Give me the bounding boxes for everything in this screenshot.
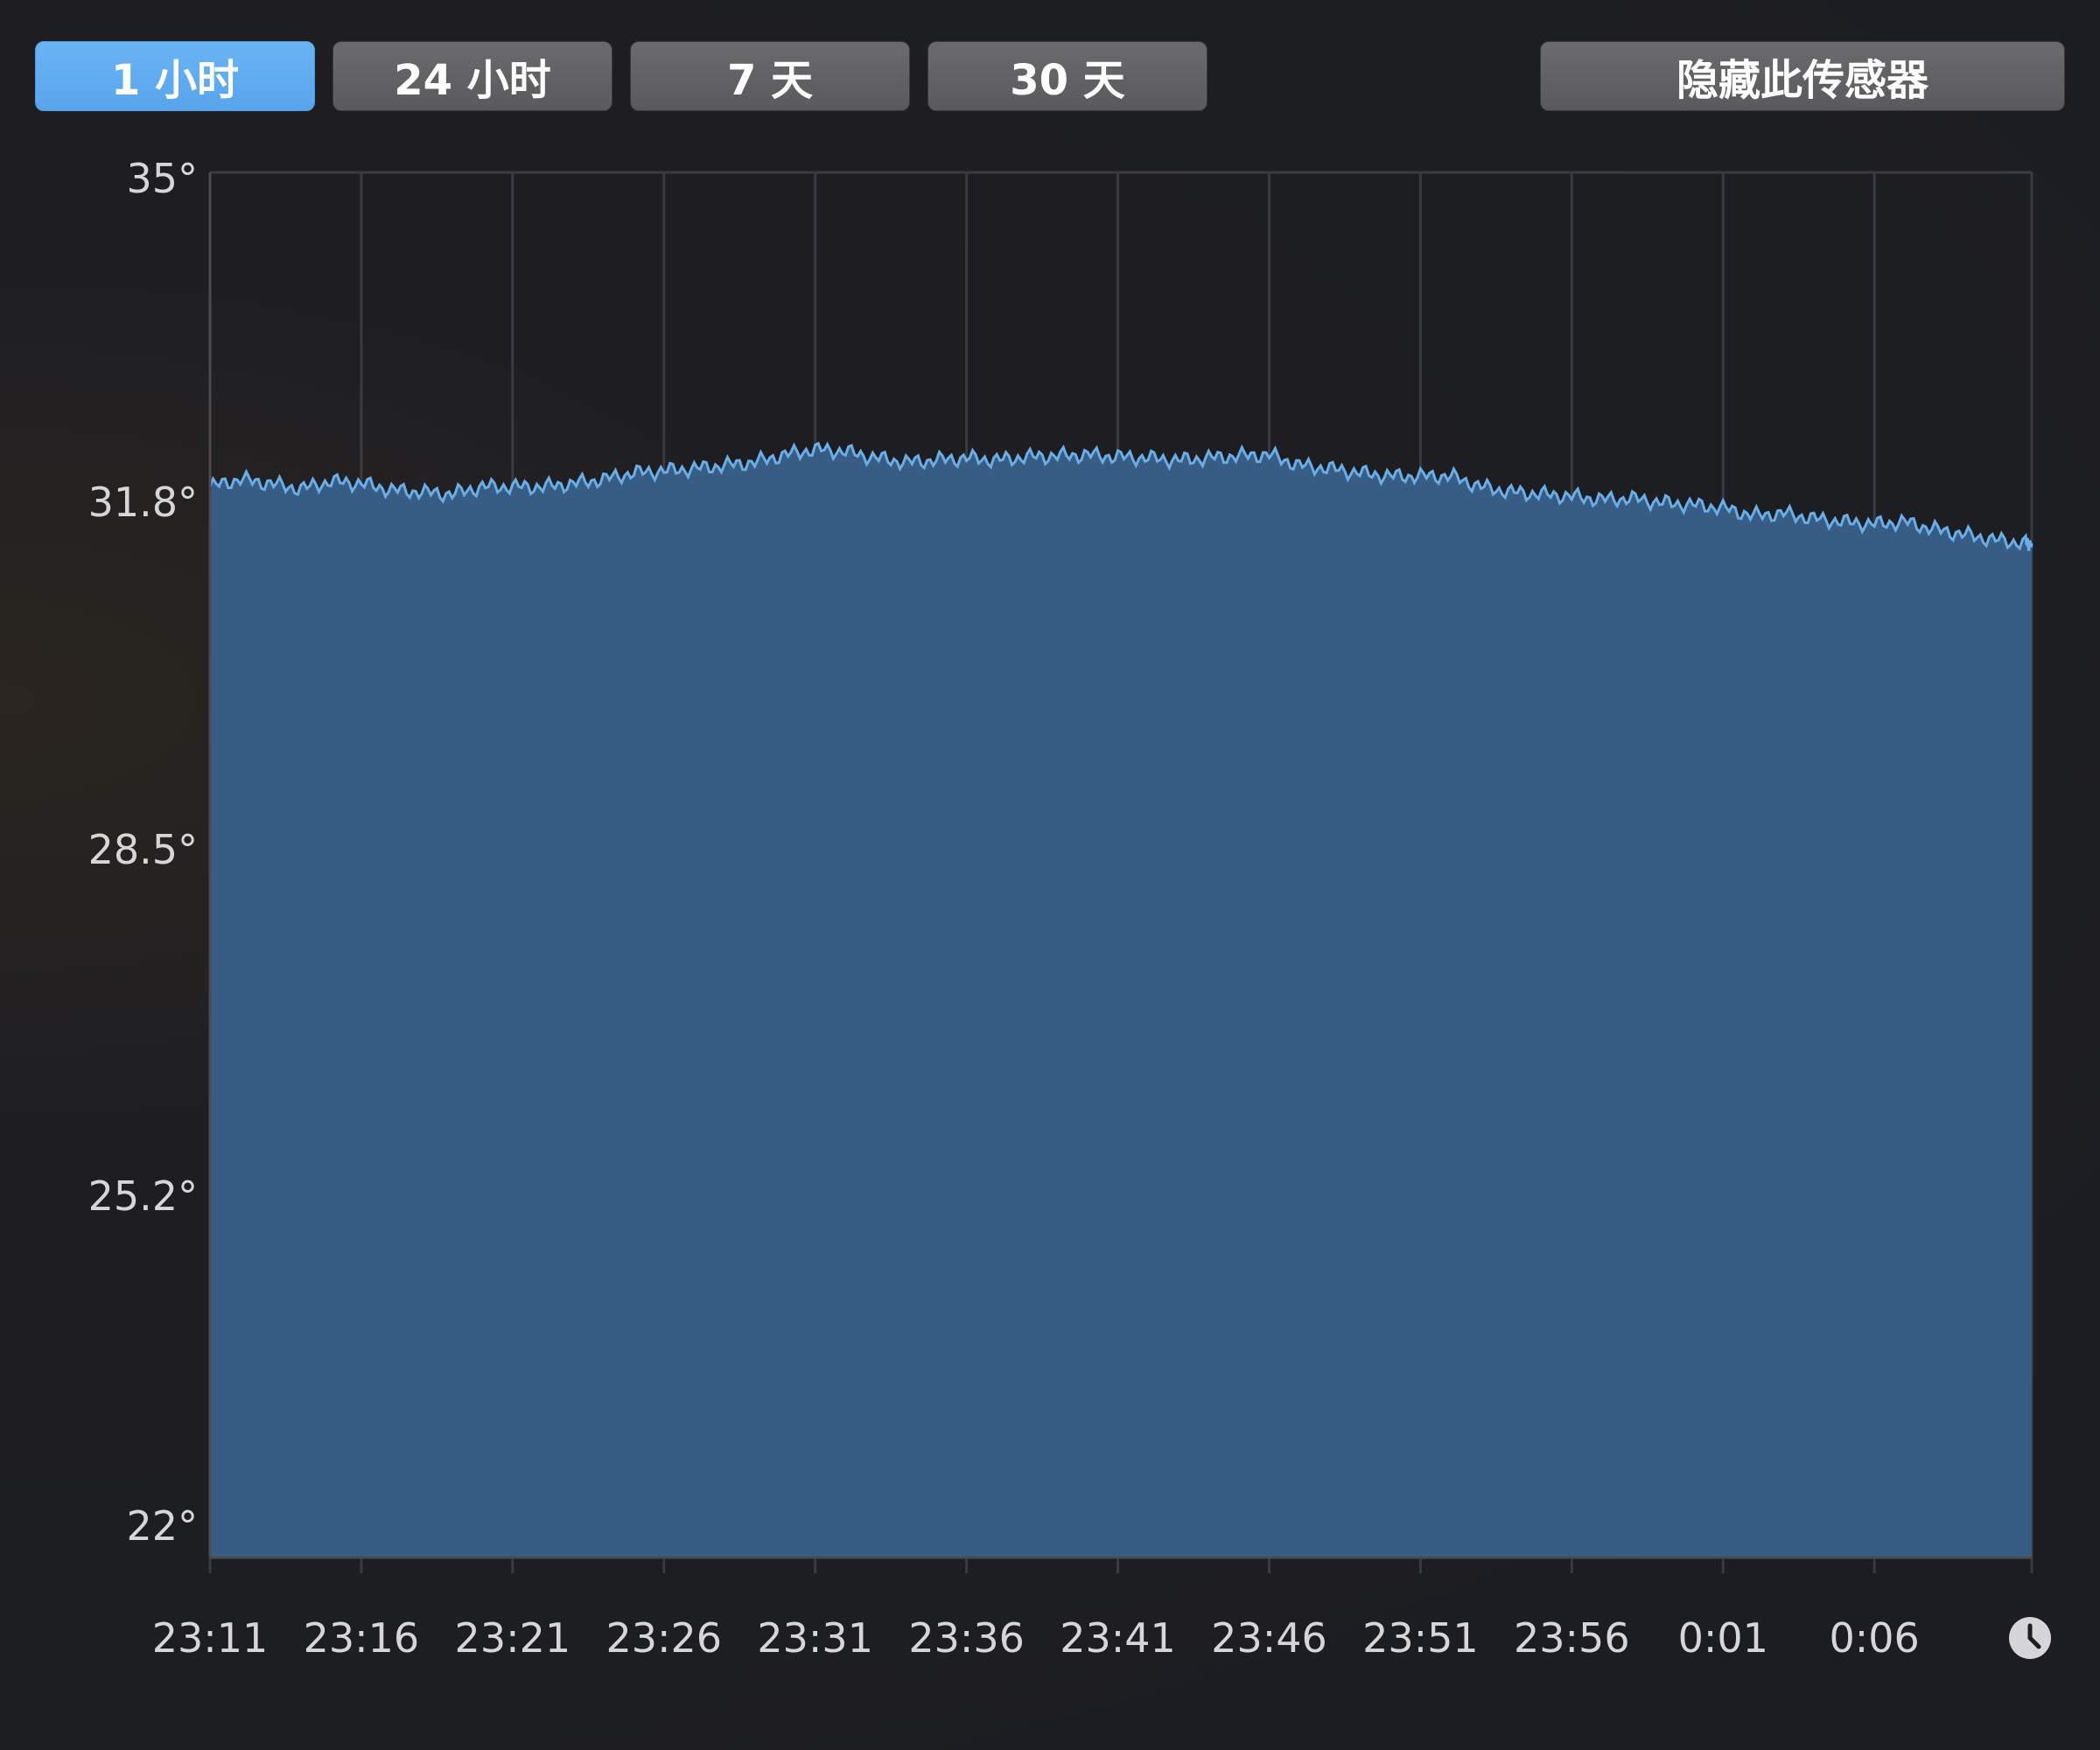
- x-tick-label: 0:01: [1678, 1614, 1768, 1662]
- range-30d-button[interactable]: 30 天: [928, 41, 1208, 111]
- x-tick-label: 23:21: [455, 1614, 571, 1662]
- x-tick-label: 23:16: [304, 1614, 420, 1662]
- axes: [208, 172, 2032, 1559]
- x-tick-label: 23:41: [1060, 1614, 1176, 1662]
- x-tick-label: 23:56: [1514, 1614, 1630, 1662]
- range-30d-label: 30 天: [1010, 56, 1125, 105]
- y-tick-label: 22°: [126, 1502, 198, 1550]
- x-tick-label: 0:06: [1830, 1614, 1920, 1662]
- x-tick-label: 23:46: [1211, 1614, 1327, 1662]
- hide-sensor-label: 隐藏此传感器: [1676, 56, 1928, 105]
- x-tick-label: 23:31: [757, 1614, 873, 1662]
- range-7d-button[interactable]: 7 天: [630, 41, 910, 111]
- range-1h-label: 1 小时: [110, 56, 240, 105]
- hide-sensor-button[interactable]: 隐藏此传感器: [1540, 41, 2065, 111]
- y-tick-label: 31.8°: [88, 479, 198, 526]
- range-1h-button[interactable]: 1 小时: [35, 41, 315, 111]
- toolbar: 1 小时 24 小时 7 天 30 天 隐藏此传感器: [0, 0, 2100, 122]
- range-24h-button[interactable]: 24 小时: [332, 41, 612, 111]
- x-axis-ticks: 23:11 23:16 23:21 23:26 23:31 23:36 23:41 23:46…: [152, 1614, 1920, 1662]
- range-7d-label: 7 天: [726, 56, 814, 105]
- x-tick-label: 23:26: [606, 1614, 722, 1662]
- temperature-line: [208, 441, 2034, 551]
- temperature-area: [210, 443, 2032, 1558]
- y-tick-label: 25.2°: [88, 1172, 198, 1220]
- y-tick-label: 35°: [126, 155, 198, 202]
- x-tick-label: 23:11: [152, 1614, 269, 1662]
- y-axis-ticks: 35° 31.8° 28.5° 25.2° 22°: [88, 155, 198, 1550]
- x-tick-label: 23:51: [1362, 1614, 1479, 1662]
- clock-icon[interactable]: [2009, 1617, 2051, 1659]
- y-tick-label: 28.5°: [88, 826, 198, 873]
- x-tick-label: 23:36: [908, 1614, 1025, 1662]
- range-24h-label: 24 小时: [394, 56, 551, 105]
